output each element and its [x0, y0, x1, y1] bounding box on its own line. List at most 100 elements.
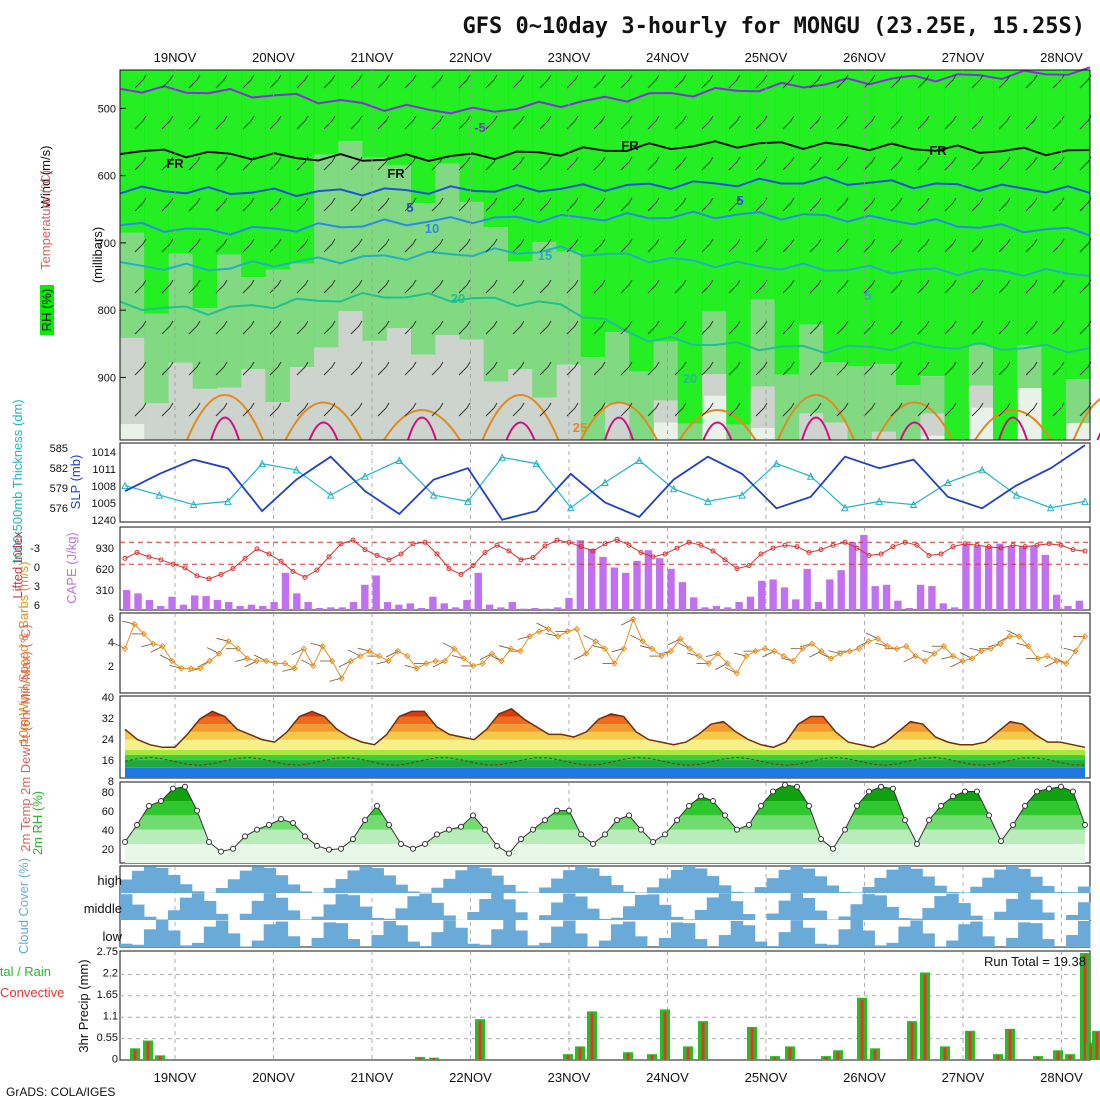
wind-barb	[350, 115, 363, 130]
wind10m-point	[790, 657, 797, 665]
wind-barb	[404, 279, 417, 294]
cloud-cell	[323, 922, 337, 947]
hot-contour	[801, 416, 831, 441]
cape-bar	[905, 608, 913, 610]
cloud-cell	[730, 920, 744, 947]
cloud-cell	[467, 943, 480, 947]
wind10m-point	[846, 647, 853, 655]
cape-bar	[769, 579, 777, 610]
wind-barb	[269, 115, 282, 130]
lifted-index-point	[734, 566, 740, 572]
cloud-cell	[491, 893, 504, 920]
thickness-point	[944, 478, 952, 486]
cloud-cell	[670, 869, 684, 893]
rh-band-cell	[1065, 379, 1091, 424]
wind-barb	[296, 156, 309, 171]
rh-color-band	[125, 815, 1085, 830]
wind-barb	[701, 402, 714, 417]
lifted-index-point	[182, 565, 188, 571]
warm-contour	[875, 401, 954, 441]
cloud-cell	[143, 866, 157, 893]
cloud-cell	[982, 877, 995, 893]
wind10m-point	[771, 647, 778, 655]
cloud-cell	[1042, 912, 1055, 920]
wind-barb	[782, 238, 795, 253]
wind10m-point	[714, 650, 722, 657]
wind10m-point	[573, 625, 580, 633]
cape-bar	[576, 540, 585, 610]
cloud-cell	[826, 885, 840, 893]
rh-band-cell	[483, 227, 509, 382]
cloud-cell	[766, 946, 780, 947]
rh-band-cell	[289, 367, 315, 440]
wind-barb	[998, 402, 1011, 417]
lifted-index-point	[638, 550, 644, 556]
wind-barb	[296, 238, 309, 253]
cloud-cell	[479, 899, 492, 920]
rh2m-point	[1034, 788, 1040, 795]
top-date-tick: 21NOV	[351, 50, 394, 65]
lifted-index-point	[590, 548, 596, 554]
thickness-point	[1012, 490, 1021, 499]
cape-bar	[497, 607, 505, 610]
lifted-index-point	[422, 539, 428, 545]
lifted-index-line	[124, 538, 1086, 580]
wind-barb	[647, 361, 660, 376]
cloud-cell	[670, 922, 684, 947]
rh-band-cell	[532, 70, 557, 243]
wind-barb	[269, 361, 282, 376]
wind-barb	[512, 74, 525, 89]
wind-barb	[917, 320, 930, 335]
rh-band-cell	[338, 311, 363, 440]
bottom-date-tick: 25NOV	[745, 1070, 788, 1085]
wind-barb	[674, 156, 687, 171]
wind10m-point	[724, 660, 731, 667]
rh-band-cell	[362, 157, 388, 341]
wind-barb	[863, 402, 876, 417]
rh2m-point	[938, 802, 944, 809]
rh-band-cell	[144, 403, 169, 440]
wind-barb	[647, 402, 660, 417]
rh-band-cell	[508, 70, 533, 262]
cloud-cell	[694, 910, 708, 920]
temp-color-band	[125, 739, 1085, 750]
wind10m-point	[893, 645, 900, 652]
lifted-tick: 6	[34, 600, 40, 612]
lifted-index-point	[710, 548, 716, 554]
rh-band-cell	[459, 339, 485, 440]
cloud-cell	[167, 930, 181, 947]
warm-contour	[186, 394, 264, 441]
cape-bar	[690, 597, 698, 610]
rh2m-point	[854, 802, 860, 809]
cloud-cell	[395, 908, 408, 920]
wind-barb	[890, 279, 903, 294]
wind-barb	[512, 238, 525, 253]
wind10m-point	[601, 645, 609, 652]
cloud-cell	[335, 923, 349, 947]
rh2m-point	[170, 785, 176, 792]
temp-color-band	[125, 724, 1085, 732]
wind-barb	[971, 115, 984, 130]
wind-barb	[701, 115, 714, 130]
wind-barb	[215, 197, 228, 212]
wind10m-point	[611, 660, 618, 667]
wind10m-point	[630, 615, 637, 623]
wind10m-point	[874, 635, 882, 643]
wind-barb	[485, 402, 498, 417]
wind-barb	[539, 361, 552, 376]
rh-band-cell	[750, 386, 776, 428]
wind-barb	[188, 320, 201, 335]
wind-barb	[431, 115, 444, 130]
wind-barb	[485, 279, 498, 294]
slp-tick: 1005	[92, 498, 116, 510]
rh-band-cell	[871, 431, 897, 440]
rh-color-band	[125, 843, 1085, 863]
cloud-cell	[814, 876, 828, 893]
cloud-cell	[934, 896, 947, 920]
wind-barb	[404, 74, 417, 89]
wind-barb	[269, 320, 282, 335]
wind-barb	[944, 279, 957, 294]
rh2m-point	[602, 831, 608, 838]
rh-band-cell	[968, 70, 994, 346]
bottom-date-axis: 19NOV 20NOV 21NOV 22NOV 23NOV 24NOV 25NOV 26NOV…	[154, 1070, 1083, 1085]
